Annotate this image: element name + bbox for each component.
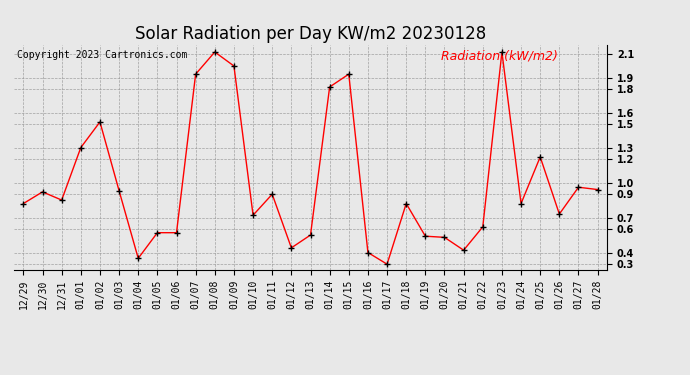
Text: Radiation (kW/m2): Radiation (kW/m2) xyxy=(441,50,558,63)
Text: Copyright 2023 Cartronics.com: Copyright 2023 Cartronics.com xyxy=(17,50,187,60)
Title: Solar Radiation per Day KW/m2 20230128: Solar Radiation per Day KW/m2 20230128 xyxy=(135,26,486,44)
